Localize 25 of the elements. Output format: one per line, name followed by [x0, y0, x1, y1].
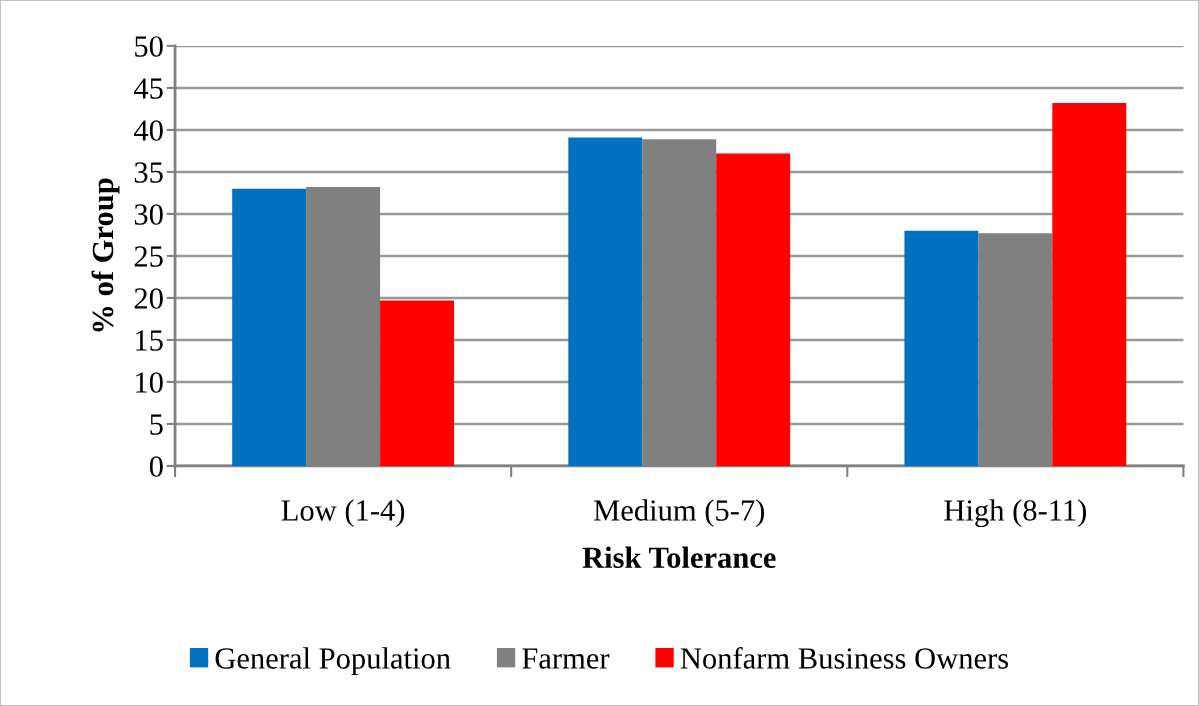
x-tick-label: High (8-11) — [944, 499, 1086, 528]
y-tick-label: 30 — [134, 204, 163, 225]
bar — [232, 188, 307, 466]
legend-label: Nonfarm Business Owners — [680, 646, 1009, 669]
legend-label: General Population — [215, 647, 451, 675]
y-tick-label: 10 — [136, 372, 163, 393]
y-tick-label: 45 — [133, 78, 163, 99]
x-tick-label: Medium (5-7) — [593, 499, 765, 527]
y-tick-label: 40 — [133, 120, 163, 141]
x-axis-title: Risk Tolerance — [582, 546, 776, 569]
y-tick-label: 25 — [134, 246, 163, 267]
y-tick-label: 15 — [136, 330, 163, 351]
y-tick-label: 35 — [134, 162, 163, 183]
y-axis-title: % of Group — [91, 178, 120, 332]
bar — [380, 300, 455, 466]
bar — [568, 137, 643, 466]
y-tick-label: 20 — [134, 288, 163, 309]
y-tick-label: 50 — [135, 36, 163, 57]
y-tick-label: 0 — [149, 456, 163, 477]
legend-label: Farmer — [522, 648, 610, 669]
bar — [904, 230, 979, 466]
y-tick-label: 5 — [150, 414, 163, 435]
bar — [716, 153, 791, 466]
bar — [1052, 103, 1127, 466]
x-tick-label: Low (1-4) — [281, 499, 405, 527]
